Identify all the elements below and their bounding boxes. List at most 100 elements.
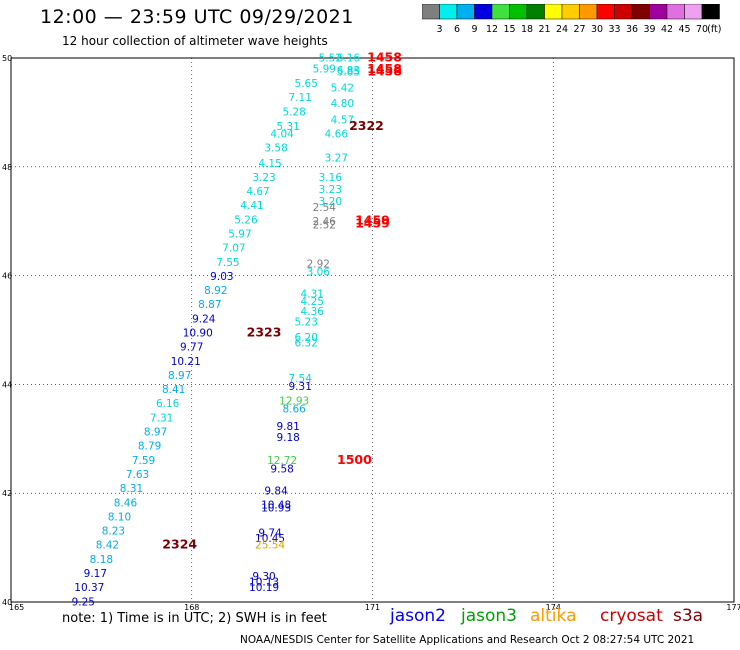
wave-height-label: 10.19	[249, 582, 279, 594]
pass-time-label: 1458	[367, 61, 402, 76]
x-tick-label: 168	[184, 603, 199, 610]
wave-height-label: 2.46	[313, 216, 337, 228]
wave-height-label: 10.90	[183, 328, 213, 340]
colorbar-tick-label: 30	[591, 24, 603, 35]
wave-height-label: 5.99	[313, 64, 336, 76]
wave-height-label: 9.77	[180, 342, 203, 354]
wave-height-label: 7.07	[222, 243, 245, 255]
y-tick-label: 42	[2, 489, 12, 498]
wave-height-label: 3.27	[325, 152, 348, 164]
wave-height-label: 25.54	[255, 540, 285, 552]
wave-height-label: 9.03	[210, 271, 233, 283]
wave-height-label: 8.79	[138, 441, 161, 453]
colorbar-tick-label: 3	[436, 24, 442, 35]
page-subtitle: 12 hour collection of altimeter wave hei…	[62, 34, 328, 48]
colorbar-tick-label: 24	[556, 24, 568, 35]
colorbar-unit: (ft)	[707, 24, 721, 35]
wave-height-label: 9.30	[252, 571, 275, 583]
wave-height-label: 5.85	[337, 66, 360, 78]
wave-height-label: 9.18	[276, 432, 299, 444]
legend-cryosat: cryosat	[600, 606, 663, 626]
wave-height-label: 3.20	[319, 196, 342, 208]
wave-height-label: 8.31	[120, 483, 143, 495]
wave-height-label: 2.54	[313, 202, 337, 214]
wave-height-label: 5.65	[295, 78, 318, 90]
pass-time-label: 1459	[355, 216, 390, 231]
wave-height-label: 3.16	[319, 172, 343, 184]
colorbar-tick-label: 6	[454, 24, 460, 35]
wave-height-label: 3.23	[252, 172, 275, 184]
pass-time-label: 2324	[162, 537, 197, 552]
pass-time-label: 2322	[349, 118, 384, 133]
wave-height-label: 10.93	[261, 503, 291, 515]
wave-height-label: 10.48	[261, 499, 291, 511]
wave-height-label: 2.92	[307, 258, 330, 270]
wave-height-label: 10.37	[74, 582, 104, 594]
wave-height-label: 3.23	[319, 184, 342, 196]
wave-height-label: 4.57	[331, 114, 354, 126]
wave-height-label: 6.20	[295, 332, 318, 344]
wave-height-label: 5.23	[295, 317, 318, 329]
pass-time-label: 1458	[367, 49, 402, 64]
wave-height-label: 4.67	[246, 186, 269, 198]
colorbar-tick-label: 70	[696, 24, 708, 35]
legend-s3a: s3a	[673, 606, 704, 626]
wave-height-label: 10.13	[249, 577, 279, 589]
wave-height-label: 8.66	[282, 404, 306, 416]
x-tick-label: 174	[546, 603, 561, 610]
wave-height-label: 6.83	[337, 65, 360, 77]
colorbar-tick-label: 33	[608, 24, 620, 35]
series-legend: jason2 jason3 altika cryosat s3a	[0, 606, 740, 632]
colorbar: 3 6 9 12 15 18 21 24 27 30 33 36 39 42 45 70 (ft)	[421, 3, 738, 44]
wave-height-label: 8.46	[114, 497, 138, 509]
wave-height-label: 4.31	[301, 288, 324, 300]
wave-height-label: 9.17	[84, 568, 107, 580]
colorbar-tick-label: 9	[471, 24, 477, 35]
legend-jason3: jason3	[461, 606, 517, 626]
wave-height-label: 5.31	[276, 121, 299, 133]
page-title: 12:00 — 23:59 UTC 09/29/2021	[40, 6, 354, 28]
colorbar-tick-label: 36	[626, 24, 638, 35]
wave-height-label: 9.24	[192, 313, 216, 325]
wave-height-label: 3.58	[264, 143, 287, 155]
legend-jason2: jason2	[390, 606, 446, 626]
y-tick-label: 44	[2, 380, 12, 389]
y-tick-label: 48	[2, 163, 12, 172]
wave-height-label: 9.31	[289, 381, 312, 393]
wave-height-label: 9.81	[276, 421, 299, 433]
y-tick-label: 50	[2, 54, 12, 63]
wave-height-label: 10.21	[171, 356, 201, 368]
colorbar-tick-label: 45	[678, 24, 690, 35]
wave-height-label: 6.16	[156, 398, 180, 410]
wave-height-label: 4.04	[270, 128, 294, 140]
colorbar-tick-label: 15	[503, 24, 515, 35]
wave-height-label: 4.36	[301, 306, 325, 318]
wave-height-label: 7.31	[150, 412, 173, 424]
wave-height-label: 8.10	[108, 511, 131, 523]
colorbar-tick-label: 39	[643, 24, 655, 35]
wave-height-label: 8.23	[102, 526, 125, 538]
x-tick-label: 177	[726, 603, 740, 610]
x-tick-label: 165	[9, 603, 24, 610]
wave-height-label: 6.32	[295, 337, 318, 349]
wave-height-label: 8.92	[204, 285, 227, 297]
wave-height-label: 9.58	[270, 464, 293, 476]
colorbar-tick-label: 27	[573, 24, 585, 35]
pass-time-label: 1458	[367, 63, 402, 78]
footnote: note: 1) Time is in UTC; 2) SWH is in fe…	[62, 611, 327, 626]
wave-height-label: 8.42	[96, 540, 119, 552]
wave-height-label: 8.97	[168, 370, 191, 382]
legend-altika: altika	[530, 606, 577, 626]
pass-time-label: 1459	[355, 212, 390, 227]
wave-height-label: 4.80	[331, 98, 354, 110]
wave-height-label: 9.84	[264, 485, 288, 497]
wave-height-label: 12.72	[267, 455, 297, 467]
wave-height-label: 4.15	[258, 158, 281, 170]
wave-height-label: 5.97	[228, 229, 251, 241]
wave-height-label: 8.97	[144, 427, 167, 439]
wave-height-label: 12.93	[279, 396, 309, 408]
x-tick-label: 171	[365, 603, 380, 610]
pass-time-label: 2323	[247, 325, 282, 340]
wave-height-label: 7.63	[126, 469, 149, 481]
